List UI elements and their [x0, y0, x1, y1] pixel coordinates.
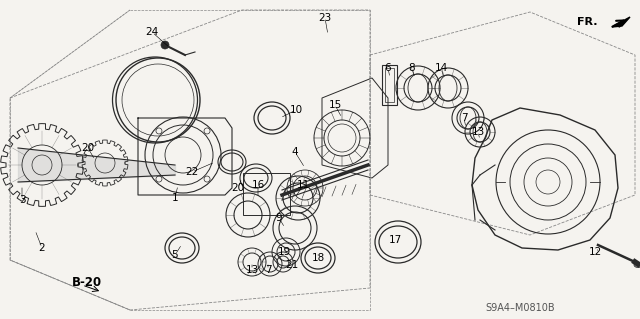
Text: 20: 20 [81, 143, 95, 153]
Text: B-20: B-20 [72, 276, 102, 288]
Text: 12: 12 [588, 247, 602, 257]
Bar [382, 65, 397, 105]
Text: 15: 15 [328, 100, 342, 110]
Text: S9A4–M0810B: S9A4–M0810B [485, 303, 555, 313]
Text: 6: 6 [385, 63, 391, 73]
Text: 9: 9 [276, 213, 282, 223]
Polygon shape [612, 17, 630, 27]
Text: 18: 18 [312, 253, 324, 263]
Ellipse shape [634, 263, 640, 268]
Text: 7: 7 [461, 113, 467, 123]
Circle shape [161, 41, 169, 49]
Text: 1: 1 [172, 193, 179, 203]
Text: 2: 2 [38, 243, 45, 253]
Text: 23: 23 [318, 13, 332, 23]
Text: 17: 17 [388, 235, 402, 245]
Text: 10: 10 [289, 105, 303, 115]
Text: 14: 14 [435, 63, 447, 73]
Text: 20: 20 [232, 183, 244, 193]
Text: 24: 24 [145, 27, 159, 37]
Text: 21: 21 [285, 260, 299, 270]
Text: 7: 7 [265, 265, 271, 275]
Text: 4: 4 [292, 147, 298, 157]
Text: 16: 16 [252, 180, 264, 190]
Text: 19: 19 [277, 247, 291, 257]
Text: 13: 13 [245, 265, 259, 275]
Bar [385, 68, 394, 102]
Text: 22: 22 [186, 167, 198, 177]
Text: 3: 3 [19, 195, 26, 205]
Text: 13: 13 [472, 127, 484, 137]
Text: 5: 5 [172, 250, 179, 260]
Text: FR.: FR. [577, 17, 597, 27]
Text: 8: 8 [409, 63, 415, 73]
Text: 11: 11 [296, 180, 310, 190]
